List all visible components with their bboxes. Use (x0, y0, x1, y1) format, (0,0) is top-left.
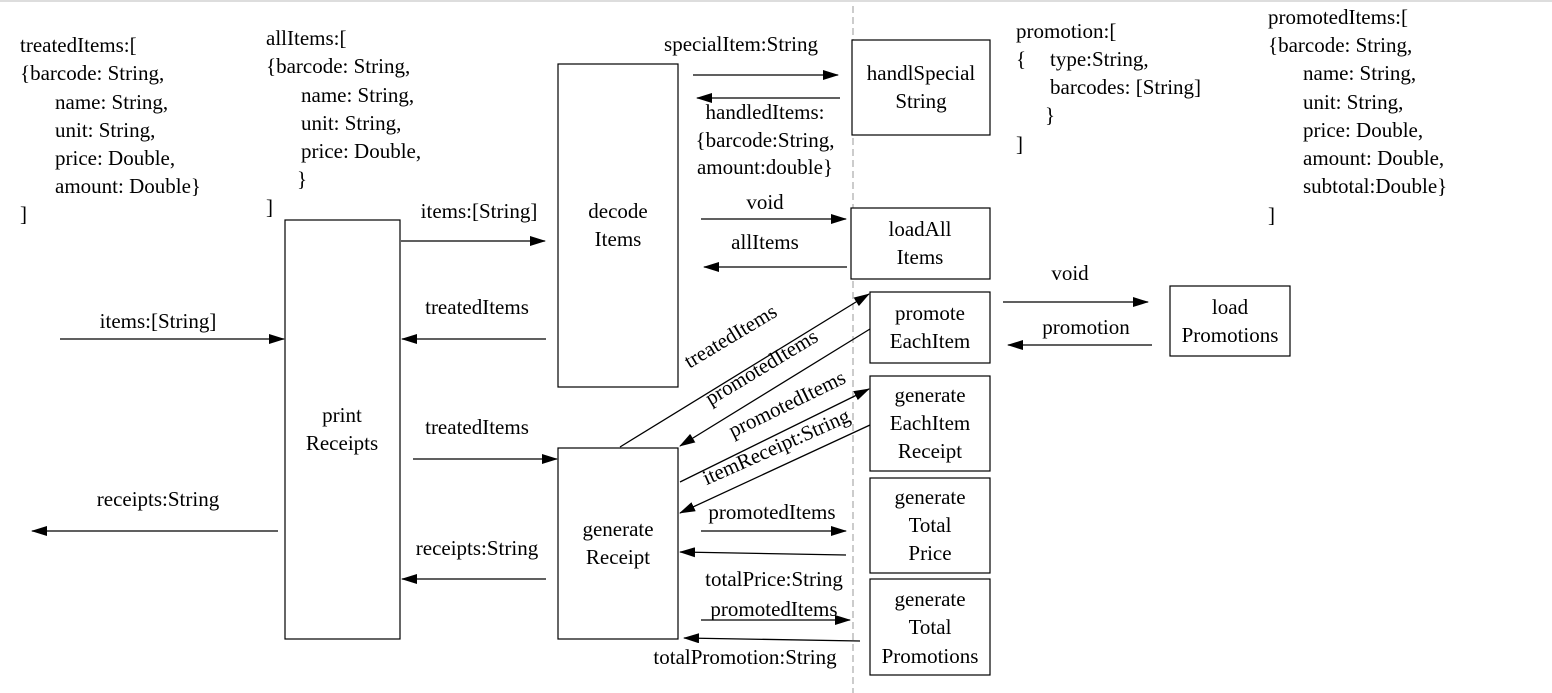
note-treated-items: treatedItems:[ {barcode: String, name: S… (20, 33, 201, 226)
label-special-item: specialItem:String (664, 32, 818, 56)
label-promoted-items-promotions: promotedItems (710, 597, 837, 621)
note-line: amount: Double} (55, 174, 201, 198)
label-from-decode-treated: treatedItems (425, 295, 529, 319)
box-line: Receipt (898, 439, 962, 463)
note-line: } (1045, 103, 1055, 127)
label-line: {barcode:String, (696, 128, 835, 152)
note-line: promotion:[ (1016, 19, 1116, 43)
note-line: price: Double, (55, 146, 175, 170)
label-line: handledItems: (706, 100, 825, 124)
label-input-items: items:[String] (100, 309, 217, 333)
note-line: {barcode: String, (266, 54, 410, 78)
arrow-total-promotion-return (683, 633, 861, 644)
note-line: } (297, 167, 307, 191)
box-line: Receipts (306, 431, 378, 455)
label-all-items-return: allItems (731, 230, 799, 254)
note-line: allItems:[ (266, 26, 346, 50)
box-line: Items (897, 245, 944, 269)
box-line: print (322, 403, 362, 427)
print-receipts-box: print Receipts (284, 219, 401, 640)
note-line: price: Double, (301, 139, 421, 163)
note-line: barcodes: [String] (1050, 75, 1201, 99)
note-line: name: String, (55, 90, 168, 114)
box-line: generate (894, 485, 965, 509)
note-promoted-items: promotedItems:[ {barcode: String, name: … (1268, 5, 1447, 227)
load-all-items-box: loadAll Items (850, 207, 991, 280)
arrow-diag-promoted-items-2 (679, 388, 870, 483)
label-from-generate-receipts: receipts:String (416, 536, 539, 560)
arrow-diag-item-receipt (679, 424, 871, 514)
note-line: subtotal:Double} (1303, 174, 1447, 198)
box-line: generate (894, 383, 965, 407)
note-line: unit: String, (301, 111, 401, 135)
arrow-diag-treated-items (619, 293, 870, 448)
label-promoted-items-price: promotedItems (708, 500, 835, 524)
box-line: generate (894, 587, 965, 611)
note-line: unit: String, (1303, 90, 1403, 114)
note-all-items: allItems:[ {barcode: String, name: Strin… (266, 26, 421, 219)
label-to-decode-items: items:[String] (421, 199, 538, 223)
box-line: load (1212, 295, 1249, 319)
note-line: treatedItems:[ (20, 33, 137, 57)
label-void-load-all: void (746, 190, 784, 214)
box-line: Items (595, 227, 642, 251)
note-line: ] (20, 202, 27, 226)
note-line: name: String, (301, 83, 414, 107)
note-line: {barcode: String, (1268, 33, 1412, 57)
box-line: EachItem (890, 329, 970, 353)
promote-each-item-box: promote EachItem (869, 291, 991, 364)
generate-each-item-receipt-box: generate EachItem Receipt (869, 375, 991, 472)
box-line: handlSpecial (867, 61, 976, 85)
note-line: type:String, (1050, 47, 1149, 71)
arrow-diag-promoted-items-1 (679, 328, 871, 447)
box-line: Price (908, 541, 951, 565)
note-line: price: Double, (1303, 118, 1423, 142)
note-line: amount: Double, (1303, 146, 1444, 170)
box-line: generate (582, 517, 653, 541)
load-promotions-box: load Promotions (1169, 285, 1291, 357)
box-line: promote (895, 301, 965, 325)
label-output-receipts: receipts:String (97, 487, 220, 511)
label-total-price-return: totalPrice:String (705, 567, 843, 591)
decode-items-box: decode Items (557, 63, 679, 388)
note-line: promotedItems:[ (1268, 5, 1408, 29)
box-line: Total (909, 615, 952, 639)
note-line: name: String, (1303, 61, 1416, 85)
note-line: ] (266, 195, 273, 219)
arrow-total-price-return (679, 547, 847, 558)
box-line: Promotions (882, 644, 979, 668)
label-line: amount:double} (697, 155, 833, 179)
note-line: ] (1016, 132, 1023, 156)
label-handled-items: handledItems: {barcode:String, amount:do… (696, 100, 835, 179)
label-promotion-return: promotion (1042, 315, 1130, 339)
box-line: Promotions (1182, 323, 1279, 347)
label-to-generate-treated: treatedItems (425, 415, 529, 439)
box-line: String (895, 89, 947, 113)
box-line: loadAll (889, 217, 952, 241)
note-line: {barcode: String, (20, 61, 164, 85)
note-line: { (1016, 47, 1026, 71)
generate-total-price-box: generate Total Price (869, 477, 991, 574)
label-void-load-promotions: void (1051, 261, 1089, 285)
note-line: ] (1268, 203, 1275, 227)
box-line: Receipt (586, 545, 650, 569)
generate-total-promotions-box: generate Total Promotions (869, 578, 991, 676)
handle-special-string-box: handlSpecial String (851, 39, 991, 136)
note-promotion: promotion:[ { type:String, barcodes: [St… (1016, 19, 1201, 156)
box-line: Total (909, 513, 952, 537)
box-line: EachItem (890, 411, 970, 435)
label-total-promotion-return: totalPromotion:String (653, 645, 837, 669)
note-line: unit: String, (55, 118, 155, 142)
generate-receipt-box: generate Receipt (557, 447, 679, 640)
box-line: decode (588, 199, 647, 223)
